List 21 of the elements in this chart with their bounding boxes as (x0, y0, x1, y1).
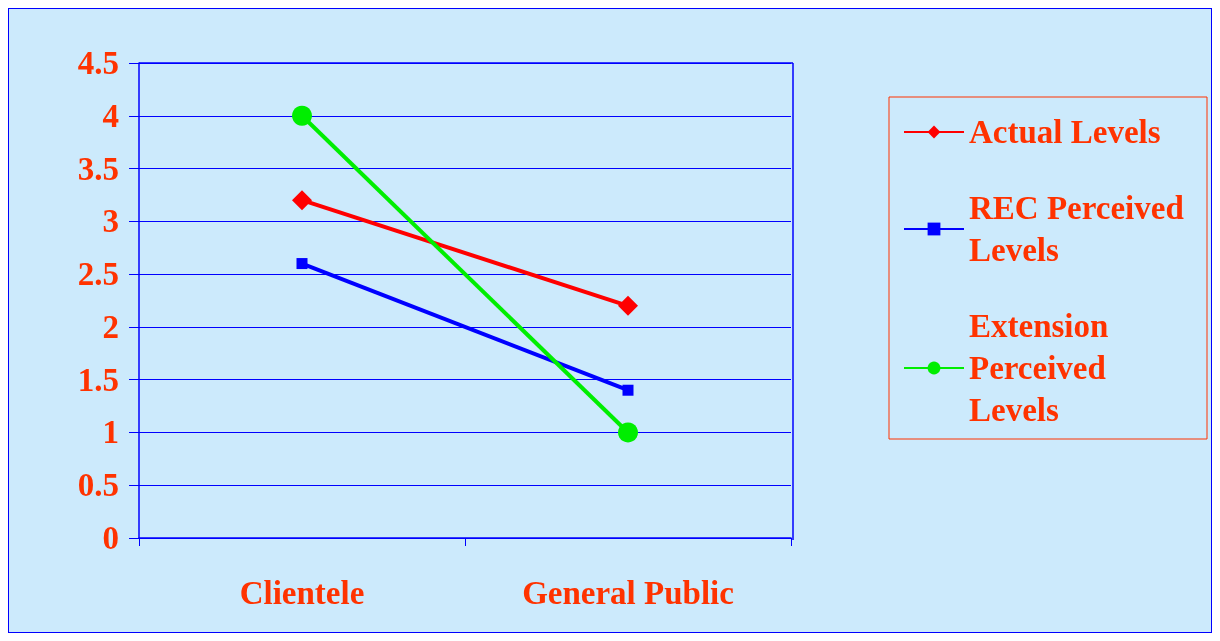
y-tick-label: 2.5 (77, 256, 119, 293)
y-tick-label: 4 (102, 97, 119, 134)
point (292, 105, 312, 126)
point (618, 422, 638, 443)
point (618, 295, 638, 316)
y-tick-label: 4.5 (77, 45, 119, 81)
legend-label: Actual Levels (969, 114, 1161, 150)
legend-label: Extension Perceived Levels (969, 308, 1117, 428)
point (296, 258, 308, 270)
y-tick-label: 3.5 (77, 150, 119, 187)
y-tick-label: 3 (102, 203, 119, 240)
y-tick-label: 2 (102, 308, 119, 345)
point (292, 190, 312, 211)
legend-label: REC Perceived Levels (969, 190, 1192, 268)
point (622, 384, 634, 396)
x-tick-label: Clientele (239, 574, 365, 611)
y-tick-label: 1 (102, 414, 119, 451)
y-tick-label: 0 (102, 520, 119, 556)
y-tick-label: 1.5 (77, 361, 119, 398)
x-tick-label: General Public (522, 574, 734, 611)
y-tick-label: 0.5 (77, 467, 119, 504)
